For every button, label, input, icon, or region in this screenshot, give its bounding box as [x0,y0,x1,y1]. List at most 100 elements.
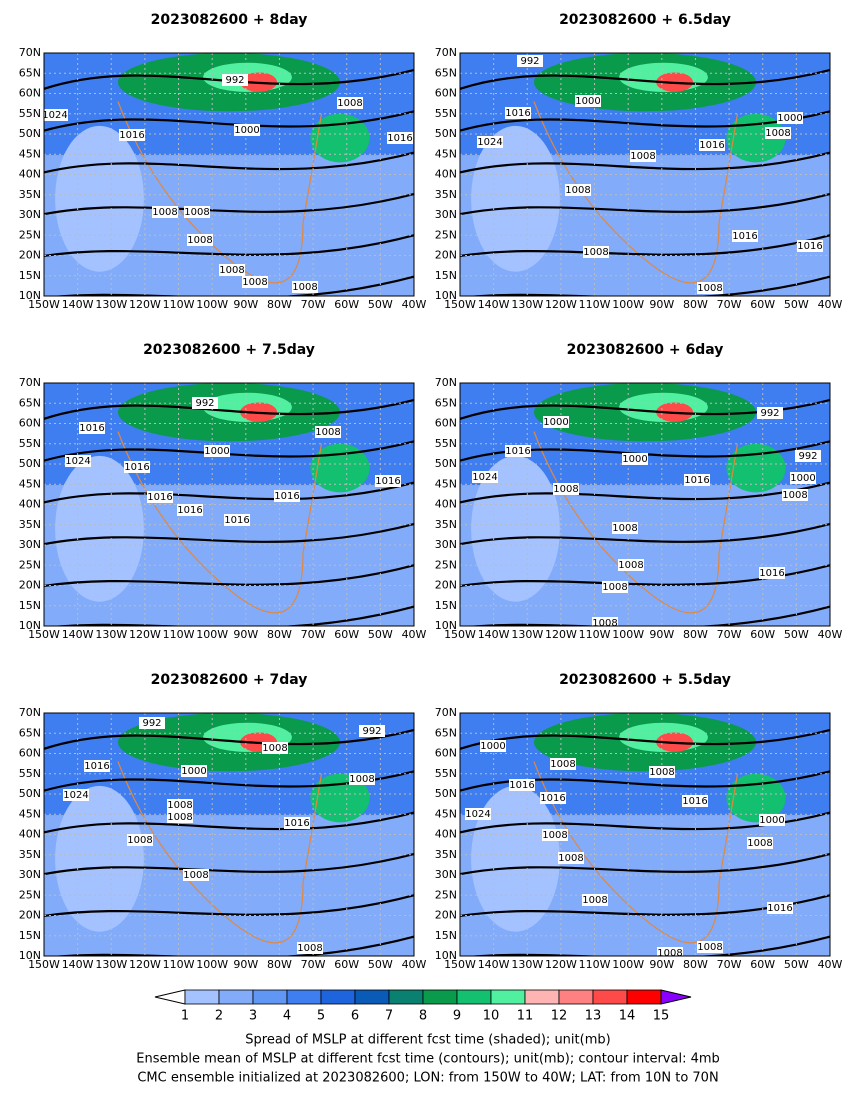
shade [55,125,144,272]
contour-label: 1008 [219,265,244,276]
colorbar-label: 15 [653,1009,670,1024]
contour-label-bg [387,132,413,144]
contour-label-bg [337,97,363,109]
contour [460,522,830,546]
contour [44,728,414,751]
contour-label-bg [44,109,68,121]
lat-tick-label: 30N [19,538,41,551]
contour-label: 1008 [167,800,192,811]
lat-tick-label: 20N [435,909,457,922]
lat-tick-label: 55N [435,437,457,450]
lat-tick-label: 25N [19,228,41,241]
contour-label: 1016 [505,446,530,457]
contour-label: 1008 [187,235,212,246]
map: 992 1016 1024 1016 1000 1008 1016 1016 1016 1016 1… [44,383,414,626]
contour-label: 1000 [622,454,647,465]
colorbar-box [558,989,594,1005]
lat-tick-label: 35N [19,188,41,201]
lon-tick-label: 150W [444,958,476,971]
contour-label: 1008 [592,618,617,629]
contour-label-bg [550,758,576,770]
lon-tick-label: 90W [649,628,674,641]
lon-tick-label: 90W [233,298,258,311]
contour-label: 1000 [234,125,259,136]
contour [44,852,414,876]
contour-label: 1000 [543,417,568,428]
contour-label: 1000 [204,446,229,457]
contour-label-bg [553,483,579,495]
colorbar-label: 14 [619,1009,636,1024]
colorbar-box [490,989,526,1005]
lon-tick-label: 140W [62,628,94,641]
colorbar-box [218,989,254,1005]
lon-tick-label: 40W [402,298,427,311]
shade [55,785,144,932]
lon-tick-label: 50W [368,298,393,311]
contour-label-bg [222,74,248,86]
lat-tick-label: 65N [435,726,457,739]
colorbar-label: 7 [385,1009,393,1024]
contour-label-bg [575,95,601,107]
colorbar-under [154,989,186,1005]
contour-label: 1016 [505,108,530,119]
lon-tick-label: 120W [129,628,161,641]
caption: Ensemble mean of MSLP at different fcst … [136,1052,720,1067]
contour-label: 1008 [697,283,722,294]
contour-label: 1008 [630,151,655,162]
contour-label: 1008 [618,560,643,571]
lat-tick-label: 10N [435,619,457,632]
lat-tick-label: 55N [19,107,41,120]
lon-tick-label: 50W [368,628,393,641]
lon-tick-label: 120W [545,298,577,311]
contour [44,398,414,421]
contour-label: 1016 [284,818,309,829]
contour-label-bg [234,124,260,136]
lat-tick-label: 30N [19,208,41,221]
lat-tick-label: 15N [435,269,457,282]
colorbar-label: 6 [351,1009,359,1024]
contour-label-bg [63,789,89,801]
contour-label: 1008 [697,942,722,953]
contour-label-bg [274,490,300,502]
contour-label: 1016 [274,491,299,502]
contour-label: 1000 [181,766,206,777]
contour-label: 1008 [297,943,322,954]
contour-label: 1008 [553,484,578,495]
shade [471,455,560,602]
lon-tick-label: 70W [717,958,742,971]
contour-label: 1024 [472,472,497,483]
contour-label: 1008 [183,870,208,881]
lat-tick-label: 40N [19,498,41,511]
lon-tick-label: 130W [511,958,543,971]
contour-label: 1016 [79,423,104,434]
panel-title: 2023082600 + 7day [151,672,308,688]
contour-label: 1008 [582,895,607,906]
lon-tick-label: 150W [444,628,476,641]
lat-tick-label: 50N [19,457,41,470]
lon-tick-label: 70W [301,958,326,971]
contour-label: 1000 [575,96,600,107]
contour-label: 1008 [782,490,807,501]
contour-label-bg [480,740,506,752]
contour-label-bg [592,617,618,626]
colorbar-box [252,989,288,1005]
lon-tick-label: 100W [612,628,644,641]
colorbar-label: 2 [215,1009,223,1024]
colorbar-label: 11 [517,1009,534,1024]
lon-tick-label: 80W [267,298,292,311]
lat-tick-label: 10N [435,949,457,962]
lon-tick-label: 140W [478,298,510,311]
lat-tick-label: 20N [435,579,457,592]
contour [44,894,414,918]
contour-label-bg [84,760,110,772]
lat-tick-label: 10N [435,289,457,302]
lon-tick-label: 40W [402,628,427,641]
lon-tick-label: 60W [750,628,775,641]
contour-label-bg [777,112,803,124]
lat-tick-label: 10N [19,289,41,302]
lat-tick-label: 15N [435,929,457,942]
contour-label: 1016 [177,505,202,516]
contour-label-bg [152,206,178,218]
contour-label-bg [759,814,785,826]
contour-label-bg [543,416,569,428]
